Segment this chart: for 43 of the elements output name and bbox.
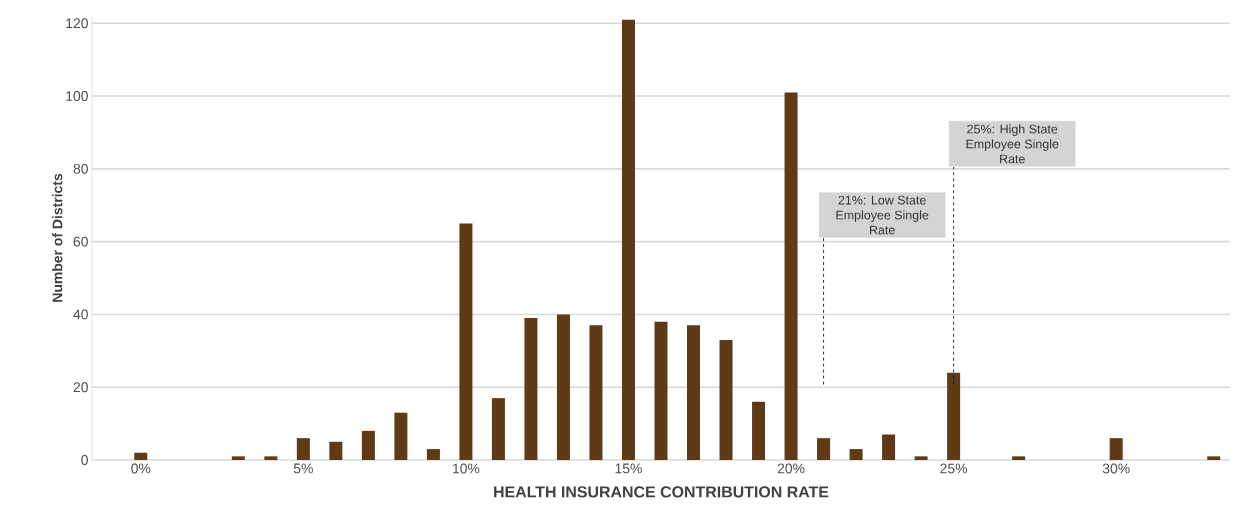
x-tick-label: 20% <box>777 463 805 474</box>
bar <box>231 456 245 460</box>
y-tick-label: 40 <box>73 309 88 320</box>
bar <box>524 318 538 460</box>
bar <box>882 434 896 460</box>
y-tick-label: 0 <box>81 455 88 465</box>
x-tick-label: 0% <box>131 463 151 474</box>
bar <box>817 438 831 460</box>
bar <box>914 456 928 460</box>
bar <box>394 412 408 460</box>
y-tick-label: 120 <box>66 18 88 29</box>
bar <box>264 456 278 460</box>
x-tick-label: 5% <box>293 463 313 474</box>
x-tick-label: 15% <box>615 463 642 474</box>
bar <box>589 325 603 460</box>
y-tick-label: 20 <box>73 382 88 393</box>
bar <box>621 19 635 460</box>
x-tick-label: 30% <box>1102 463 1130 474</box>
bar <box>491 398 505 460</box>
bar <box>687 325 701 460</box>
bar <box>784 92 798 460</box>
bar <box>361 430 375 460</box>
bar <box>426 449 440 460</box>
bar <box>947 372 961 460</box>
x-tick-label: 10% <box>453 463 480 474</box>
bar <box>329 441 343 460</box>
bar <box>459 223 473 460</box>
y-tick-label: 60 <box>73 236 88 247</box>
x-tick-label: 25% <box>940 463 968 474</box>
y-tick-label: 80 <box>73 163 88 174</box>
bar <box>849 449 863 460</box>
bar <box>719 339 733 460</box>
bar <box>654 321 668 460</box>
y-tick-label: 100 <box>66 91 88 101</box>
bar <box>556 314 570 460</box>
bar <box>296 438 310 460</box>
y-axis-title: Number of Districts <box>52 173 63 302</box>
bar <box>1012 456 1026 460</box>
x-axis-title: HEALTH INSURANCE CONTRIBUTION RATE <box>494 486 829 498</box>
bar <box>1207 456 1221 460</box>
bar <box>752 401 766 460</box>
bar <box>134 452 148 460</box>
bar <box>1109 438 1123 460</box>
